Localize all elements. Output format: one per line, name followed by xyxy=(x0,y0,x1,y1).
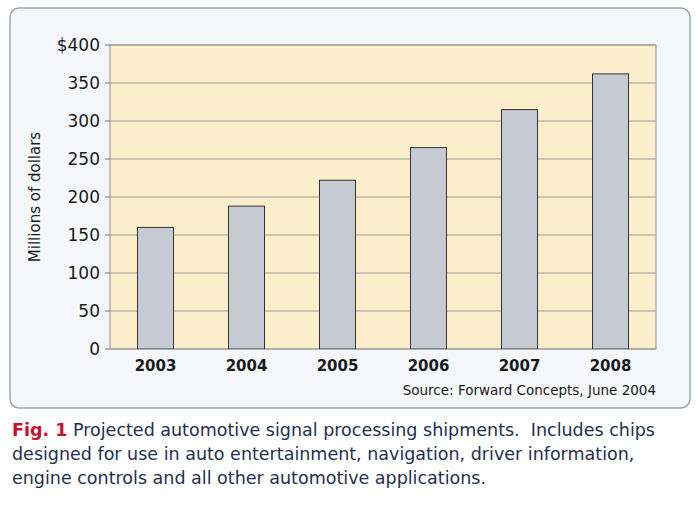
page: {"chart_data": {"type": "bar", "categori… xyxy=(0,0,700,510)
bar xyxy=(138,227,174,349)
tick-mark xyxy=(105,45,110,46)
bar xyxy=(229,206,265,349)
bar xyxy=(411,148,447,349)
source: Source: Forward Concepts, June 2004 xyxy=(403,382,656,398)
chart: 0 50 100 150 200 250 300 350 $400 Millions of dol… xyxy=(0,0,700,415)
bars xyxy=(138,74,629,349)
tick-mark xyxy=(105,83,110,84)
grid-line xyxy=(110,311,656,312)
bar xyxy=(502,110,538,349)
grid-line xyxy=(110,349,656,350)
grid-line xyxy=(110,197,656,198)
tick-mark xyxy=(105,311,110,312)
grid-line xyxy=(110,83,656,84)
y-axis-label: Millions of dollars xyxy=(26,132,44,262)
bar xyxy=(593,74,629,349)
y-tick-label: $400 xyxy=(57,35,100,55)
grid-line xyxy=(110,273,656,274)
x-tick-label: 2003 xyxy=(135,357,177,375)
y-tick-label: 150 xyxy=(68,225,100,245)
tick-mark xyxy=(105,349,110,350)
tick-mark xyxy=(105,273,110,274)
x-tick-label: 2008 xyxy=(590,357,632,375)
tick-mark xyxy=(105,121,110,122)
frame xyxy=(10,8,690,408)
grid-line xyxy=(110,235,656,236)
tick-mark xyxy=(105,235,110,236)
grid-line xyxy=(110,121,656,122)
grid-line xyxy=(110,159,656,160)
bar xyxy=(320,180,356,349)
x-tick-label: 2007 xyxy=(499,357,541,375)
grid-line xyxy=(110,45,656,46)
figure-label: Fig. 1 xyxy=(12,420,67,440)
caption-text: Projected automotive signal processing s… xyxy=(12,420,661,488)
y-tick-label: 350 xyxy=(68,73,100,93)
y-tick-label: 200 xyxy=(68,187,100,207)
tick-mark xyxy=(105,197,110,198)
plot-area xyxy=(110,45,656,349)
y-tick-label: 300 xyxy=(68,111,100,131)
tick-mark xyxy=(105,159,110,160)
x-tick-label: 2004 xyxy=(226,357,268,375)
y-tick-label: 50 xyxy=(78,301,100,321)
y-tick-label: 250 xyxy=(68,149,100,169)
y-tick-label: 100 xyxy=(68,263,100,283)
y-tick-label: 0 xyxy=(89,339,100,359)
caption-box: Fig. 1 Projected automotive signal proce… xyxy=(12,418,692,490)
x-tick-label: 2006 xyxy=(408,357,450,375)
x-tick-label: 2005 xyxy=(317,357,359,375)
